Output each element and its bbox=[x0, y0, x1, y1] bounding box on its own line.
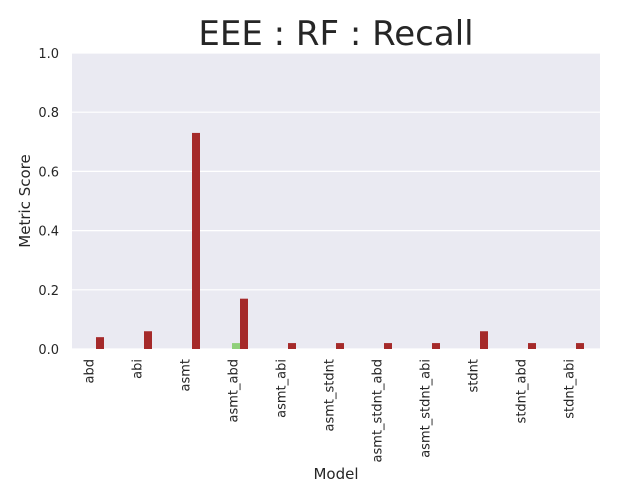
x-tick-label: asmt_stdnt_abd bbox=[371, 359, 386, 462]
bar-asmt_abi-series-2 bbox=[288, 343, 296, 349]
x-tick-label: asmt_abi bbox=[275, 359, 290, 418]
bar-asmt-series-2 bbox=[192, 132, 200, 349]
bar-asmt_stdnt-series-2 bbox=[336, 343, 344, 349]
bar-stdnt_abi-series-2 bbox=[576, 343, 584, 349]
x-tick-label: asmt bbox=[179, 359, 194, 392]
x-axis-label: Model bbox=[313, 465, 358, 483]
bar-asmt_stdnt_abd-series-2 bbox=[384, 343, 392, 349]
bar-asmt_stdnt_abi-series-2 bbox=[432, 343, 440, 349]
x-tick-label: abi bbox=[131, 359, 146, 379]
chart-title: EEE : RF : Recall bbox=[198, 14, 473, 54]
y-axis-label: Metric Score bbox=[16, 154, 34, 247]
y-tick-label: 0.6 bbox=[38, 165, 59, 180]
bar-asmt_abd-series-1 bbox=[232, 343, 240, 349]
plot-area bbox=[72, 53, 600, 349]
x-tick-label: asmt_abd bbox=[227, 359, 242, 422]
y-tick-label: 0.0 bbox=[38, 343, 59, 358]
bar-abi-series-2 bbox=[144, 331, 152, 349]
x-tick-label: asmt_stdnt bbox=[323, 359, 338, 431]
x-tick-label: stdnt_abd bbox=[515, 359, 530, 423]
x-tick-label: stdnt_abi bbox=[563, 359, 578, 419]
y-tick-label: 1.0 bbox=[38, 47, 59, 62]
y-tick-label: 0.8 bbox=[38, 106, 59, 121]
x-tick-label: stdnt bbox=[467, 359, 482, 392]
bar-stdnt_abd-series-2 bbox=[528, 343, 536, 349]
bar-stdnt-series-2 bbox=[480, 331, 488, 349]
bar-abd-series-2 bbox=[96, 337, 104, 349]
y-tick-labels: 0.0 0.2 0.4 0.6 0.8 1.0 bbox=[38, 47, 59, 358]
bar-asmt_abd-series-2 bbox=[240, 298, 248, 349]
x-tick-label: abd bbox=[83, 359, 98, 383]
gridlines bbox=[72, 52, 600, 350]
y-tick-label: 0.4 bbox=[38, 225, 59, 240]
y-tick-label: 0.2 bbox=[38, 284, 59, 299]
bars bbox=[96, 132, 584, 349]
x-tick-label: asmt_stdnt_abi bbox=[419, 359, 434, 458]
x-tick-labels: abd abi asmt asmt_abd asmt_abi asmt_stdnt asmt… bbox=[83, 359, 578, 462]
